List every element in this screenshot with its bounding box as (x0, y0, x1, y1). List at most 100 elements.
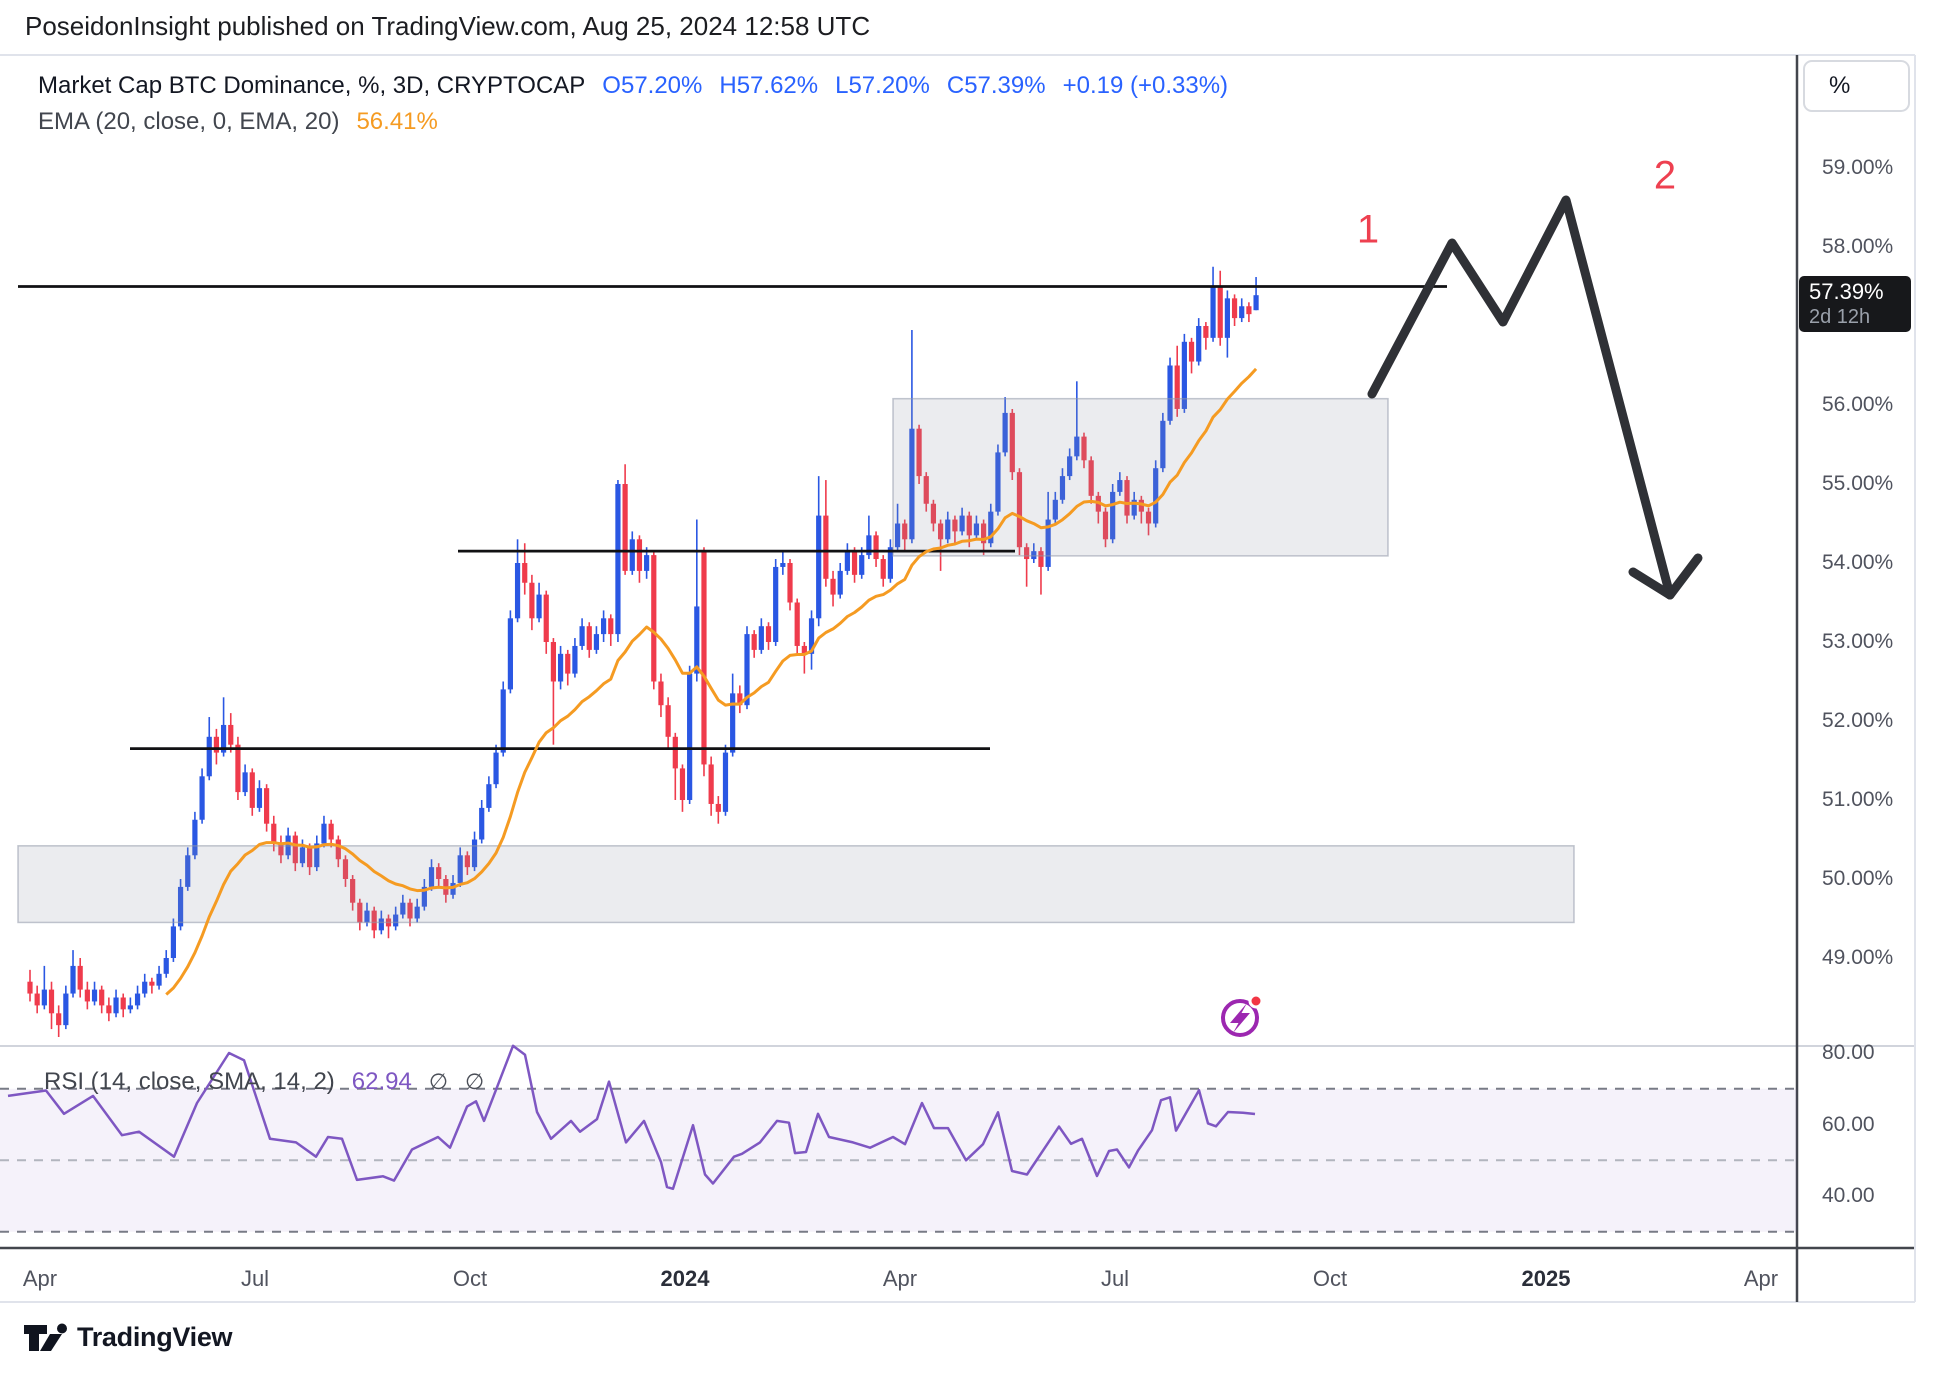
rsi-tick-label: 60.00 (1822, 1112, 1875, 1136)
percent-scale-button[interactable]: % (1803, 60, 1910, 112)
candle-body (1246, 306, 1252, 315)
candle-body (1117, 480, 1123, 492)
candle-body (1224, 298, 1230, 338)
rectangle-zone[interactable] (892, 397, 1389, 557)
ema-line (165, 367, 1258, 996)
candle-body (765, 626, 772, 642)
ema-value: 56.41% (356, 108, 438, 135)
candle-body (127, 1005, 133, 1010)
rectangle-zone[interactable] (17, 845, 1575, 924)
candle-body (48, 989, 55, 1014)
rsi-empty-icon: ∅ (465, 1069, 485, 1094)
ohlc-close: C57.39% (946, 72, 1046, 99)
lightning-icon[interactable] (1221, 993, 1264, 1037)
wave-count-label[interactable]: 2 (1653, 153, 1677, 198)
candle-body (1181, 341, 1187, 409)
symbol-legend[interactable]: Market Cap BTC Dominance, %, 3D, CRYPTOC… (38, 72, 1228, 100)
notification-dot-icon (1248, 993, 1264, 1009)
rectangle-drawings[interactable] (17, 397, 1575, 924)
candle-body (687, 673, 693, 800)
projection-arrow-drawing[interactable] (1367, 195, 1703, 600)
candle-body (256, 788, 263, 808)
candle-body (464, 855, 470, 868)
candle-body (622, 484, 628, 571)
candle-body (328, 823, 334, 840)
candle-body (342, 859, 349, 879)
candle-body (335, 839, 341, 860)
candle-body (1210, 286, 1216, 338)
candle-body (1145, 511, 1152, 524)
rsi-legend[interactable]: RSI (14, close, SMA, 14, 2) 62.94 ∅ ∅ (44, 1068, 484, 1096)
time-tick-label: Apr (882, 1266, 918, 1291)
candlestick-series (27, 266, 1259, 1037)
price-tick-label: 54.00% (1822, 551, 1894, 574)
candle-body (500, 689, 506, 753)
candle-body (1038, 551, 1044, 567)
candle-body (1045, 519, 1051, 567)
ohlc-low: L57.20% (835, 72, 930, 99)
candle-body (142, 981, 148, 994)
candle-body (314, 843, 320, 868)
candle-body (679, 768, 686, 800)
tradingview-attribution[interactable]: TradingView (22, 1322, 233, 1353)
candle-body (120, 997, 126, 1010)
tradingview-brand-text: TradingView (77, 1322, 233, 1352)
candle-body (514, 563, 521, 619)
ohlc-open: O57.20% (602, 72, 703, 99)
candle-body (1138, 499, 1144, 512)
candle-body (923, 476, 929, 504)
candle-body (457, 855, 463, 883)
candle-body (299, 847, 306, 864)
price-tick-label: 56.00% (1822, 393, 1894, 416)
candle-body (966, 515, 972, 536)
candle-body (808, 618, 815, 654)
lightning-circle-icon (1221, 999, 1259, 1037)
candle-body (593, 634, 600, 650)
candle-body (1088, 460, 1094, 496)
candle-body (479, 807, 485, 840)
candle-body (665, 705, 671, 737)
candle-body (1110, 491, 1116, 540)
candle-body (264, 788, 270, 824)
candle-body (851, 551, 858, 575)
ema-legend[interactable]: EMA (20, close, 0, EMA, 20) 56.41% (38, 108, 438, 136)
candle-body (816, 515, 822, 619)
page-title: PoseidonInsight published on TradingView… (25, 11, 871, 41)
candle-body (988, 511, 994, 544)
candle-body (859, 555, 865, 575)
wave-count-label[interactable]: 1 (1356, 207, 1380, 252)
price-tick-label: 52.00% (1822, 709, 1894, 732)
candle-body (1009, 412, 1015, 473)
candle-body (436, 867, 442, 879)
candle-body (170, 926, 176, 958)
tradingview-logo-icon (24, 1323, 67, 1351)
candle-body (722, 752, 729, 812)
candle-body (701, 551, 707, 765)
ohlc-change: +0.19 (+0.33%) (1062, 72, 1229, 99)
candle-body (823, 515, 829, 579)
candle-body (930, 503, 937, 524)
candle-body (307, 847, 313, 868)
zigzag-path[interactable] (1367, 195, 1675, 600)
candle-body (1131, 499, 1137, 516)
candle-body (1160, 420, 1166, 469)
candle-body (414, 906, 420, 919)
candle-body (156, 973, 162, 986)
time-tick-label: Jul (240, 1266, 270, 1291)
rsi-tick-label: 80.00 (1822, 1041, 1875, 1064)
candle-body (629, 539, 635, 571)
candle-body (586, 626, 592, 650)
candle-body (981, 523, 987, 544)
candle-body (830, 578, 836, 595)
candle-body (887, 547, 893, 579)
candle-body (113, 997, 119, 1014)
time-tick-label: 2024 (660, 1266, 710, 1291)
candle-body (1002, 412, 1008, 453)
candle-body (407, 902, 413, 919)
percent-scale-label: % (1829, 72, 1851, 99)
candle-body (199, 776, 205, 820)
horizontal-line-drawings[interactable] (18, 285, 1447, 751)
candle-body (486, 784, 492, 808)
candle-body (357, 902, 363, 923)
